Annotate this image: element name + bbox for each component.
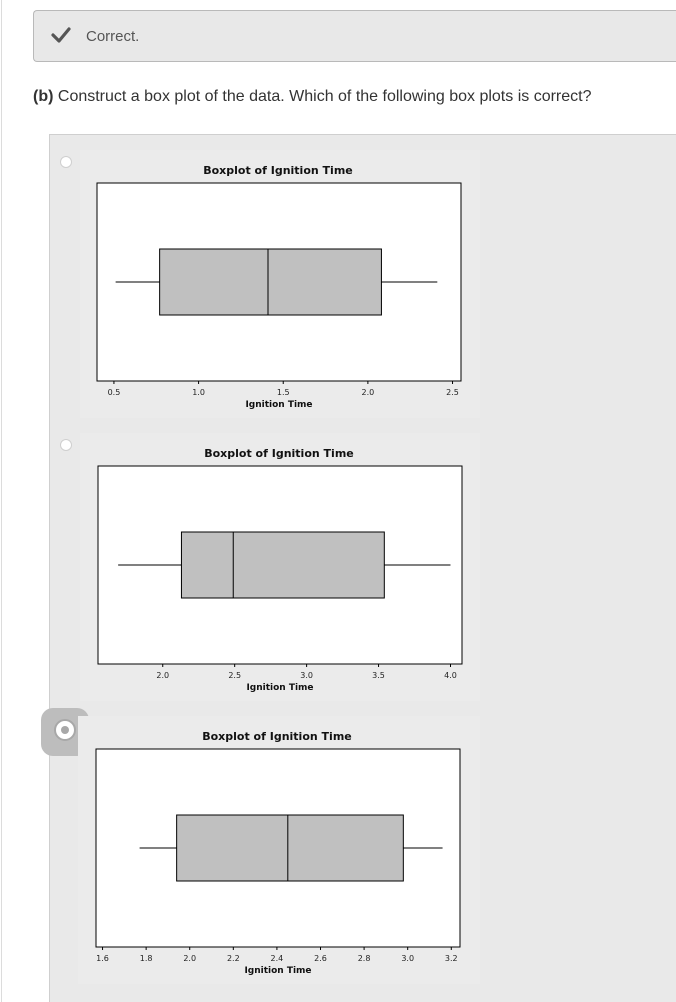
option-1-tick-label: 0.5	[108, 388, 121, 397]
option-2-tick-label: 2.5	[228, 671, 241, 680]
option-1-iqr-box	[159, 248, 382, 316]
option-3-tick-label: 3.0	[401, 954, 414, 963]
option-3-chart-title: Boxplot of Ignition Time	[202, 730, 352, 743]
option-1-x-axis-label: Ignition Time	[245, 400, 312, 410]
option-3-iqr-box	[176, 814, 404, 882]
option-1-tick-label: 1.5	[277, 388, 290, 397]
option-1-tick-label: 1.0	[192, 388, 205, 397]
option-1-tick-label: 2.5	[446, 388, 459, 397]
question-body: Construct a box plot of the data. Which …	[53, 88, 592, 105]
option-2-chart-title: Boxplot of Ignition Time	[204, 447, 354, 460]
page-left-border	[1, 0, 2, 1002]
question-text: (b) Construct a box plot of the data. Wh…	[33, 88, 592, 106]
option-2-tick-label: 3.5	[372, 671, 385, 680]
option-1-radio[interactable]	[60, 156, 72, 168]
option-3-tick-label: 3.2	[445, 954, 458, 963]
option-2-iqr-box	[180, 531, 385, 599]
option-2-tick-label: 4.0	[444, 671, 457, 680]
feedback-banner: Correct.	[33, 10, 676, 62]
radio-dot	[61, 726, 69, 734]
option-3-tick-label: 1.8	[140, 954, 153, 963]
radio-inner-ring	[54, 719, 76, 741]
option-2-radio[interactable]	[60, 439, 72, 451]
question-part: (b)	[33, 88, 54, 105]
option-2-x-axis-label: Ignition Time	[246, 683, 313, 693]
option-3-tick-label: 2.6	[314, 954, 327, 963]
option-1-tick-label: 2.0	[362, 388, 375, 397]
checkmark-icon	[51, 27, 71, 43]
feedback-text: Correct.	[86, 28, 140, 45]
option-1-chart-title: Boxplot of Ignition Time	[203, 164, 353, 177]
option-3-tick-label: 2.4	[271, 954, 284, 963]
option-3-tick-label: 1.6	[96, 954, 109, 963]
option-3-tick-label: 2.0	[183, 954, 196, 963]
option-2-tick-label: 3.0	[300, 671, 313, 680]
option-2-tick-label: 2.0	[156, 671, 169, 680]
option-3-tick-label: 2.2	[227, 954, 240, 963]
option-3-x-axis-label: Ignition Time	[244, 966, 311, 976]
option-3-tick-label: 2.8	[358, 954, 371, 963]
